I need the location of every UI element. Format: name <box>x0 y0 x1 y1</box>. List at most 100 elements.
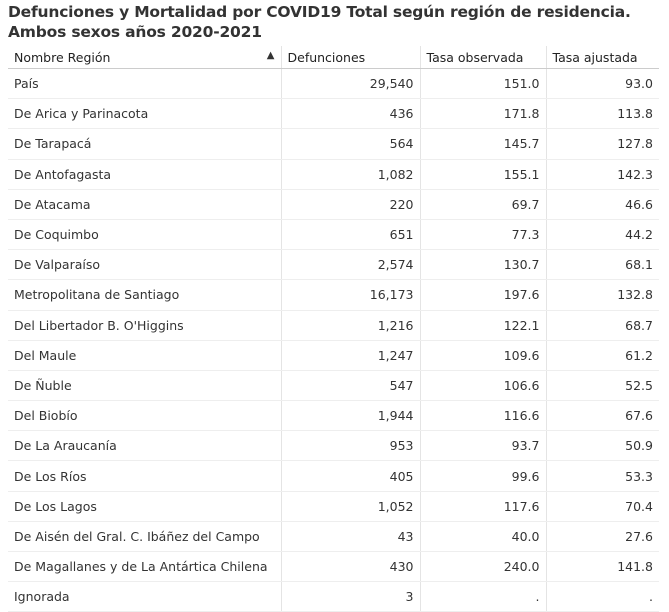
column-header-label: Defunciones <box>287 49 366 65</box>
sort-icon[interactable]: ▲ <box>266 49 275 61</box>
table-row: Del Libertador B. O'Higgins 1,216 122.1 68.… <box>8 310 659 341</box>
table-row: De La Araucanía 953 93.7 50.9 <box>8 430 659 462</box>
header-row: Nombre Región ▲ Defunciones Tasa observada T… <box>8 46 659 69</box>
value-cell: 220 <box>280 189 420 220</box>
value-cell: 142.3 <box>545 159 659 190</box>
value-cell: 93.0 <box>545 68 659 100</box>
value-cell: 50.9 <box>545 430 659 462</box>
value-cell: 2,574 <box>280 249 420 281</box>
column-header[interactable]: Nombre Región ▲ <box>8 46 281 69</box>
value-cell: 53.3 <box>545 460 659 492</box>
value-cell: . <box>419 581 546 612</box>
table-row: De Ñuble 547 106.6 52.5 <box>8 370 659 402</box>
value-cell: 27.6 <box>545 521 659 553</box>
value-cell: 29,540 <box>280 68 420 100</box>
column-header-label: Tasa ajustada <box>552 49 638 65</box>
region-cell: De Antofagasta <box>8 159 281 190</box>
region-cell: De Atacama <box>8 189 281 220</box>
region-cell: Del Libertador B. O'Higgins <box>8 310 281 341</box>
table-row: De Antofagasta 1,082 155.1 142.3 <box>8 159 659 190</box>
title: Defunciones y Mortalidad por COVID19 Tot… <box>8 3 631 41</box>
value-cell: 3 <box>280 581 420 612</box>
value-cell: 405 <box>280 460 420 492</box>
value-cell: 122.1 <box>419 310 546 341</box>
table-row: De Atacama 220 69.7 46.6 <box>8 189 659 220</box>
value-cell: . <box>545 581 659 612</box>
value-cell: 1,052 <box>280 491 420 522</box>
value-cell: 547 <box>280 370 420 402</box>
value-cell: 145.7 <box>419 128 546 160</box>
region-cell: De Magallanes y de La Antártica Chilena <box>8 551 281 583</box>
value-cell: 564 <box>280 128 420 160</box>
table-row: De Tarapacá 564 145.7 127.8 <box>8 128 659 160</box>
column-header-label: Nombre Región <box>14 49 111 65</box>
value-cell: 171.8 <box>419 98 546 130</box>
table-body: País 29,540 151.0 93.0 De Arica y Parinacota… <box>8 68 659 612</box>
table-row: De Magallanes y de La Antártica Chilena 4… <box>8 551 659 583</box>
column-header-label: Tasa observada <box>426 49 524 65</box>
value-cell: 109.6 <box>419 340 546 371</box>
value-cell: 67.6 <box>545 400 659 432</box>
table-row: País 29,540 151.0 93.0 <box>8 68 659 100</box>
value-cell: 61.2 <box>545 340 659 371</box>
table-row: De Los Ríos 405 99.6 53.3 <box>8 460 659 492</box>
value-cell: 651 <box>280 219 420 251</box>
region-cell: Ignorada <box>8 581 281 612</box>
value-cell: 141.8 <box>545 551 659 583</box>
value-cell: 99.6 <box>419 460 546 492</box>
value-cell: 43 <box>280 521 420 553</box>
region-cell: De Los Ríos <box>8 460 281 492</box>
value-cell: 44.2 <box>545 219 659 251</box>
value-cell: 68.1 <box>545 249 659 281</box>
value-cell: 40.0 <box>419 521 546 553</box>
value-cell: 1,944 <box>280 400 420 432</box>
table-row: Ignorada 3.. <box>8 581 659 612</box>
value-cell: 52.5 <box>545 370 659 402</box>
value-cell: 113.8 <box>545 98 659 130</box>
value-cell: 116.6 <box>419 400 546 432</box>
table-row: De Arica y Parinacota 436 171.8 113.8 <box>8 98 659 130</box>
value-cell: 130.7 <box>419 249 546 281</box>
value-cell: 68.7 <box>545 310 659 341</box>
column-header[interactable]: Tasa observada <box>419 46 546 69</box>
table-row: Del Biobío 1,944 116.6 67.6 <box>8 400 659 432</box>
value-cell: 151.0 <box>419 68 546 100</box>
region-cell: De Tarapacá <box>8 128 281 160</box>
value-cell: 106.6 <box>419 370 546 402</box>
region-cell: Metropolitana de Santiago <box>8 279 281 311</box>
value-cell: 155.1 <box>419 159 546 190</box>
value-cell: 240.0 <box>419 551 546 583</box>
value-cell: 132.8 <box>545 279 659 311</box>
region-cell: De Valparaíso <box>8 249 281 281</box>
region-cell: País <box>8 68 281 100</box>
region-cell: Del Biobío <box>8 400 281 432</box>
region-cell: De La Araucanía <box>8 430 281 462</box>
region-cell: De Aisén del Gral. C. Ibáñez del Campo <box>8 521 281 553</box>
table-row: Del Maule 1,247 109.6 61.2 <box>8 340 659 371</box>
table-row: De Coquimbo 651 77.3 44.2 <box>8 219 659 251</box>
column-header[interactable]: Defunciones <box>280 46 420 69</box>
value-cell: 77.3 <box>419 219 546 251</box>
value-cell: 1,247 <box>280 340 420 371</box>
value-cell: 46.6 <box>545 189 659 220</box>
value-cell: 1,216 <box>280 310 420 341</box>
region-cell: De Arica y Parinacota <box>8 98 281 130</box>
table-row: De Valparaíso 2,574 130.7 68.1 <box>8 249 659 281</box>
table-row: De Aisén del Gral. C. Ibáñez del Campo 43… <box>8 521 659 553</box>
region-cell: De Coquimbo <box>8 219 281 251</box>
value-cell: 70.4 <box>545 491 659 522</box>
data-table: Nombre Región ▲ Defunciones Tasa observada T… <box>8 46 659 612</box>
table-row: De Los Lagos 1,052 117.6 70.4 <box>8 491 659 522</box>
column-header[interactable]: Tasa ajustada <box>545 46 659 69</box>
region-cell: De Ñuble <box>8 370 281 402</box>
value-cell: 93.7 <box>419 430 546 462</box>
value-cell: 953 <box>280 430 420 462</box>
value-cell: 127.8 <box>545 128 659 160</box>
value-cell: 117.6 <box>419 491 546 522</box>
value-cell: 430 <box>280 551 420 583</box>
value-cell: 197.6 <box>419 279 546 311</box>
value-cell: 69.7 <box>419 189 546 220</box>
region-cell: Del Maule <box>8 340 281 371</box>
value-cell: 436 <box>280 98 420 130</box>
